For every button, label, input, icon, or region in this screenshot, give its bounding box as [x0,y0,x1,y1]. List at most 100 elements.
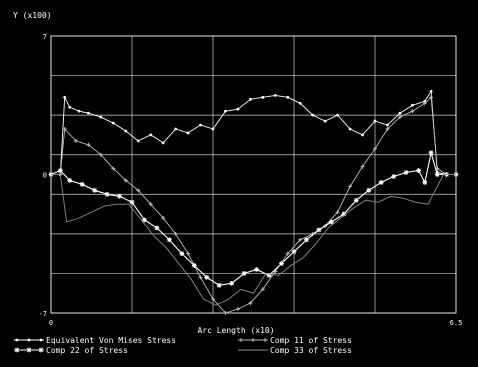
series-line [51,90,456,175]
data-point [403,170,409,175]
legend-marker [251,338,255,342]
legend-item: Comp 11 of Stress [238,336,352,345]
data-point [285,251,290,256]
data-point [429,95,434,100]
data-point [166,237,172,243]
data-point [224,109,227,113]
data-point [336,113,340,117]
data-point [386,123,389,127]
data-point [422,180,428,185]
data-point [186,251,191,256]
y-tick-label: 0 [43,172,47,180]
legend-marker [14,347,20,353]
legend-marker [263,338,267,342]
data-point [62,126,67,131]
data-point [161,216,166,221]
data-point [73,138,78,143]
data-point [111,166,116,171]
data-point [348,127,352,131]
data-point [279,261,284,266]
data-point [366,187,372,193]
y-axis-label: Y (x100) [13,11,52,20]
data-point [186,131,190,135]
data-point [77,109,81,113]
data-point [79,181,85,187]
data-point [149,133,153,137]
data-point [67,178,73,183]
data-point [385,126,390,131]
data-point [311,113,315,117]
data-point [260,287,265,292]
data-point [211,297,215,302]
data-point [360,164,365,169]
data-point [434,172,440,177]
data-point [410,109,415,114]
data-point [298,101,302,105]
data-point [410,103,414,107]
data-point [99,115,103,119]
data-point [378,180,384,185]
data-point [216,282,222,288]
data-point [136,139,140,143]
data-point [373,146,377,151]
data-point [416,168,422,173]
data-point [261,95,265,99]
data-point [373,119,377,123]
data-point [328,219,334,225]
data-point [248,97,252,101]
data-point [154,225,160,231]
data-point [111,121,115,125]
data-point [428,150,434,156]
x-tick-label: 6.5 [450,319,463,327]
data-point [117,193,122,199]
data-point [391,174,397,179]
data-point [198,275,203,280]
data-point [211,127,215,131]
data-point [235,307,240,312]
series-line [51,174,456,306]
data-point [86,111,90,115]
legend-label: Equivalent Von Mises Stress [46,336,176,345]
data-point [63,95,67,99]
data-point [273,93,277,97]
data-point [316,227,322,233]
legend-item: Comp 22 of Stress [14,346,128,355]
legend-marker [26,347,32,353]
legend-marker [39,338,43,342]
data-point [179,251,185,257]
data-point [98,152,103,157]
data-point [174,127,178,131]
data-point [173,231,178,236]
legend-marker [38,347,44,353]
series-4 [51,174,456,306]
data-point [129,199,135,205]
data-point [335,210,340,215]
data-point [429,90,433,93]
data-point [104,191,110,197]
series-1 [49,90,458,176]
x-axis-label: Arc Length (x10) [197,326,274,335]
data-point [248,301,253,306]
legend-item: Equivalent Von Mises Stress [14,336,176,345]
data-point [86,142,91,147]
data-point [236,107,240,111]
data-point [398,111,402,115]
legend-label: Comp 33 of Stress [270,346,352,355]
legend: Equivalent Von Mises Stress Comp 11 of St… [14,336,352,355]
y-tick-label: -7 [39,310,47,318]
data-point [199,123,202,127]
data-point [348,184,353,189]
data-point [304,237,309,243]
data-point [123,178,128,183]
data-point [204,274,210,280]
data-point [191,263,197,268]
data-point [241,271,247,276]
data-point [57,168,63,173]
legend-item: Comp 33 of Stress [238,346,352,355]
tick-labels: 70-70 6.5 [39,33,463,327]
data-point [361,133,364,137]
data-point [161,141,165,145]
data-point [136,188,141,193]
